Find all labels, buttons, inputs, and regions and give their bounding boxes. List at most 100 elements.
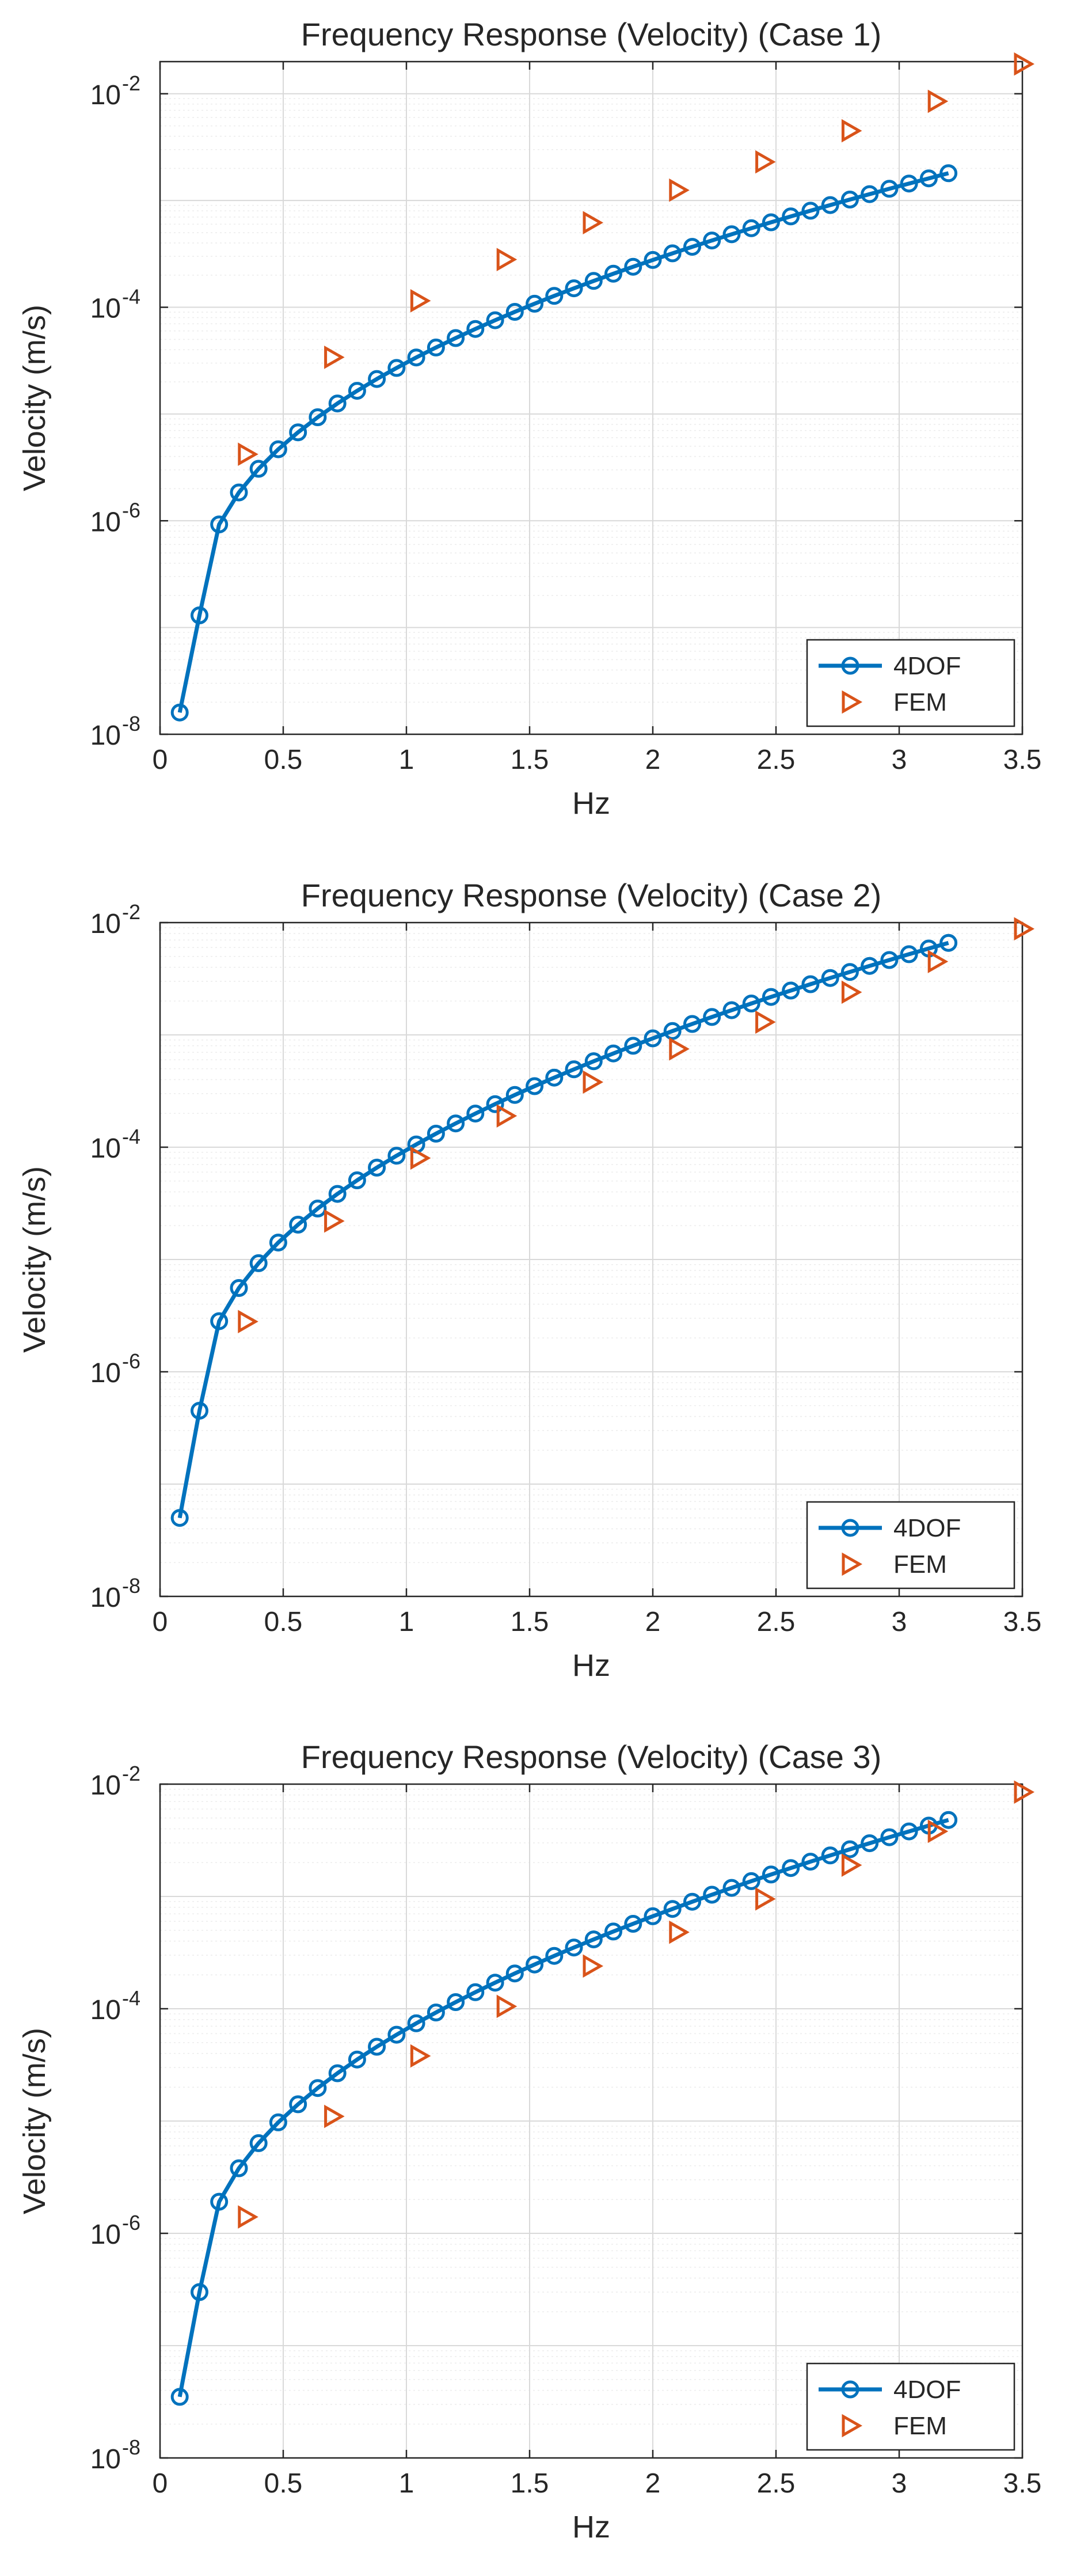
- data-point-fem: [496, 1104, 518, 1128]
- data-point-4dof: [348, 2050, 366, 2069]
- chart-panel-3: 0 0.5 1 1.5 2 2.5 3 3.510-810-610-410-2 Frequenc…: [17, 1739, 1041, 2544]
- chart-title: Frequency Response (Velocity) (Case 2): [301, 877, 881, 913]
- data-point-4dof: [249, 460, 268, 478]
- legend-fem-label: FEM: [893, 1550, 947, 1579]
- x-tick-label: 0.5: [264, 745, 303, 775]
- x-tick-label: 3: [892, 745, 907, 775]
- major-gridlines: [160, 62, 1022, 734]
- series-4dof: [170, 1811, 958, 2406]
- data-point-4dof: [170, 2388, 189, 2406]
- data-point-4dof: [526, 1077, 544, 1095]
- data-point-4dof: [368, 2038, 386, 2056]
- data-point-4dof: [466, 1983, 485, 2001]
- x-tick-label: 3.5: [1003, 2468, 1042, 2499]
- data-point-4dof: [545, 1947, 564, 1965]
- data-point-4dof: [289, 1216, 307, 1234]
- data-point-fem: [410, 289, 431, 313]
- data-point-4dof: [565, 1938, 583, 1957]
- legend-4dof-label: 4DOF: [893, 2376, 961, 2404]
- data-point-4dof: [584, 1052, 603, 1071]
- axes-box: [159, 60, 1024, 735]
- x-tick-label: 3.5: [1003, 745, 1042, 775]
- data-point-4dof: [526, 294, 544, 313]
- y-tick-exponent: -2: [122, 900, 140, 924]
- data-point-4dof: [663, 1022, 682, 1040]
- data-point-4dof: [624, 1037, 642, 1055]
- x-tick-label: 1: [399, 2468, 414, 2499]
- x-tick-label: 2: [645, 745, 661, 775]
- data-point-4dof: [900, 174, 918, 193]
- series-4dof-line: [177, 171, 949, 713]
- data-point-4dof: [722, 225, 741, 244]
- data-point-4dof: [466, 1105, 485, 1123]
- data-point-4dof: [387, 1147, 406, 1165]
- data-point-4dof: [604, 264, 622, 283]
- legend: 4DOF FEM: [806, 639, 1015, 727]
- data-point-4dof: [230, 483, 248, 502]
- series-fem: [238, 1780, 1035, 2229]
- data-point-fem: [1014, 1780, 1035, 1804]
- data-point-4dof: [742, 219, 760, 237]
- data-point-fem: [841, 1853, 862, 1877]
- y-tick-exponent: -4: [122, 285, 140, 309]
- y-axis-label: Velocity (m/s): [17, 305, 52, 491]
- x-tick-label: 1.5: [511, 2468, 549, 2499]
- y-tick-exponent: -8: [122, 2435, 140, 2459]
- legend-box: [806, 1501, 1015, 1589]
- x-tick-label: 2.5: [757, 745, 796, 775]
- data-point-fem: [927, 89, 949, 113]
- data-point-4dof: [170, 1509, 189, 1527]
- data-point-4dof: [683, 1892, 701, 1911]
- legend-4dof-marker: [841, 2380, 859, 2399]
- chart-title: Frequency Response (Velocity) (Case 3): [301, 1739, 881, 1775]
- data-point-4dof: [447, 329, 465, 347]
- data-point-4dof: [486, 1974, 504, 1992]
- data-point-fem: [324, 346, 345, 369]
- data-point-4dof: [505, 1964, 524, 1983]
- data-point-4dof: [939, 164, 958, 183]
- data-point-4dof: [210, 2192, 229, 2211]
- x-tick-label: 2.5: [757, 2468, 796, 2499]
- data-point-4dof: [919, 169, 938, 188]
- chart-panel-2: 0 0.5 1 1.5 2 2.5 3 3.510-810-610-410-2 Frequenc…: [17, 877, 1041, 1683]
- x-axis-label: Hz: [572, 1648, 610, 1683]
- legend: 4DOF FEM: [806, 1501, 1015, 1589]
- legend-4dof-label: 4DOF: [893, 1514, 961, 1542]
- data-point-4dof: [328, 394, 347, 413]
- x-tick-label: 0: [153, 1607, 168, 1637]
- data-point-4dof: [801, 1853, 820, 1871]
- data-point-4dof: [644, 1029, 662, 1048]
- data-point-4dof: [604, 1044, 622, 1063]
- data-point-fem: [669, 1037, 690, 1061]
- data-point-4dof: [466, 320, 485, 338]
- legend-fem-label: FEM: [893, 688, 947, 716]
- data-point-4dof: [249, 1254, 268, 1272]
- data-point-4dof: [328, 1185, 347, 1203]
- data-point-fem: [238, 2205, 258, 2229]
- x-tick-label: 1: [399, 1607, 414, 1637]
- legend: 4DOF FEM: [806, 2362, 1015, 2451]
- data-point-4dof: [762, 213, 780, 232]
- data-point-4dof: [840, 191, 859, 208]
- data-point-4dof: [604, 1922, 622, 1941]
- data-point-4dof: [368, 370, 386, 388]
- data-point-4dof: [486, 1095, 504, 1113]
- data-point-fem: [410, 1146, 431, 1170]
- y-tick-label: 10: [90, 80, 121, 111]
- x-tick-label: 3: [892, 2468, 907, 2499]
- legend-fem-marker: [842, 1552, 863, 1576]
- data-point-fem: [755, 150, 776, 174]
- axes-box: [159, 1783, 1024, 2459]
- data-point-4dof: [861, 957, 879, 975]
- data-point-4dof: [230, 2159, 248, 2177]
- data-point-4dof: [663, 244, 682, 263]
- data-point-fem: [324, 1209, 345, 1233]
- y-tick-exponent: -2: [122, 1762, 140, 1785]
- x-tick-label: 0.5: [264, 2468, 303, 2499]
- data-point-4dof: [348, 382, 366, 400]
- data-point-fem: [927, 950, 949, 973]
- x-axis: 0 0.5 1 1.5 2 2.5 3 3.5: [153, 62, 1042, 775]
- data-point-fem: [583, 1954, 604, 1978]
- data-point-4dof: [565, 1060, 583, 1079]
- data-point-4dof: [663, 1900, 682, 1918]
